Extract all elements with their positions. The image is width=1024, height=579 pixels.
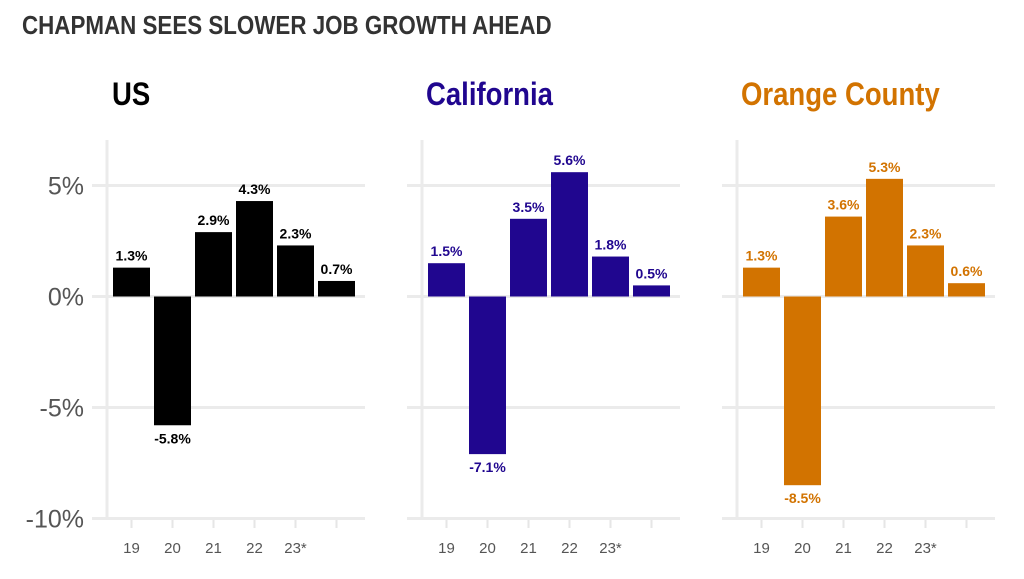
data-label-california: 5.6% — [554, 152, 586, 168]
x-tick-label: 23* — [914, 540, 937, 557]
bar-us — [113, 267, 150, 297]
data-label-california: 1.5% — [431, 243, 463, 259]
bar-orange-county — [907, 245, 944, 297]
bar-orange-county — [948, 283, 985, 297]
x-tick-label: 20 — [164, 540, 181, 557]
bar-us — [236, 201, 273, 297]
bar-us — [318, 280, 355, 297]
y-tick-label: -5% — [40, 395, 84, 423]
data-label-us: 0.7% — [321, 261, 353, 277]
chart-title: CHAPMAN SEES SLOWER JOB GROWTH AHEAD — [22, 10, 552, 40]
bar-orange-county — [866, 178, 903, 297]
x-tick-label: 20 — [794, 540, 811, 557]
data-label-orange-county: 2.3% — [910, 225, 942, 241]
bar-california — [551, 172, 588, 297]
data-label-california: 0.5% — [636, 265, 668, 281]
data-label-us: -5.8% — [154, 430, 191, 446]
bar-orange-county — [743, 267, 780, 297]
data-label-orange-county: 1.3% — [746, 248, 778, 264]
data-label-orange-county: -8.5% — [784, 490, 821, 506]
x-tick-label: 22 — [561, 540, 578, 557]
x-tick-label: 21 — [835, 540, 852, 557]
panel-title-california: California — [426, 76, 553, 112]
data-label-orange-county: 0.6% — [951, 263, 983, 279]
x-tick-label: 23* — [599, 540, 622, 557]
y-tick-label: 0% — [48, 284, 84, 312]
panel-title-us: US — [112, 76, 151, 112]
y-tick-label: 5% — [48, 173, 84, 201]
x-tick-label: 20 — [479, 540, 496, 557]
y-tick-label: -10% — [26, 506, 84, 534]
panel-title-orange-county: Orange County — [741, 76, 940, 112]
x-tick-label: 19 — [438, 540, 455, 557]
data-label-orange-county: 3.6% — [828, 197, 860, 213]
bar-california — [633, 285, 670, 297]
bar-us — [277, 245, 314, 297]
bar-california — [428, 263, 465, 297]
x-tick-label: 19 — [123, 540, 140, 557]
data-label-us: 4.3% — [239, 181, 271, 197]
x-tick-label: 23* — [284, 540, 307, 557]
bar-orange-county — [784, 296, 821, 486]
x-tick-label: 21 — [520, 540, 537, 557]
bar-orange-county — [825, 216, 862, 297]
data-label-california: -7.1% — [469, 459, 506, 475]
x-tick-label: 22 — [246, 540, 263, 557]
data-label-california: 3.5% — [513, 199, 545, 215]
bar-us — [154, 296, 191, 426]
x-tick-label: 22 — [876, 540, 893, 557]
bar-california — [592, 256, 629, 297]
data-label-us: 1.3% — [116, 248, 148, 264]
x-tick-label: 21 — [205, 540, 222, 557]
bar-us — [195, 232, 232, 297]
data-label-us: 2.9% — [198, 212, 230, 228]
bar-california — [469, 296, 506, 455]
data-label-us: 2.3% — [280, 225, 312, 241]
x-tick-label: 19 — [753, 540, 770, 557]
data-label-orange-county: 5.3% — [869, 159, 901, 175]
bar-california — [510, 218, 547, 297]
data-label-california: 1.8% — [595, 237, 627, 253]
